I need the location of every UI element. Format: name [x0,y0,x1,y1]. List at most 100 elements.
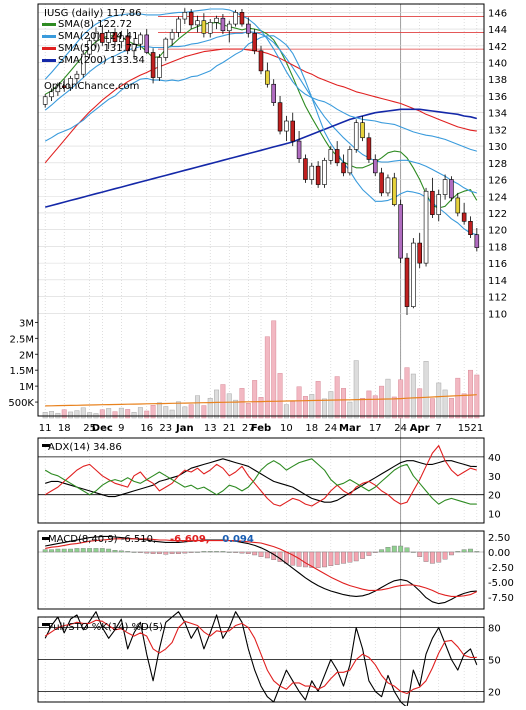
candle-body [87,40,92,55]
histogram-bar [195,551,200,553]
volume-bar [302,396,308,419]
candle-body [360,122,365,139]
volume-bar [264,336,270,419]
histogram-bar [99,548,105,553]
histogram-bar [220,551,226,553]
legend-label: SMA(20) 124.41 [58,31,139,42]
indicator-tick-label: -5.00 [488,578,514,589]
volume-tick-label: 1M [19,382,34,393]
volume-bar [436,382,442,419]
x-tick-label: 24 [394,423,407,434]
histogram-bar [303,551,308,568]
y-tick-label: 124 [488,192,507,203]
histogram-bar [379,549,385,553]
volume-bar [328,391,334,419]
x-tick-label: 21 [470,423,483,434]
watermark: OptionChance.com [44,81,139,92]
x-tick-label: 17 [369,423,382,434]
candle-body [233,12,238,25]
candle-body [195,20,200,26]
x-tick-label: Feb [251,423,271,434]
y-tick-label: 120 [488,226,507,237]
indicator-tick-label: 40 [488,453,501,464]
candle-body [392,177,397,205]
candle-body [430,190,435,215]
candle-body [226,23,232,32]
histogram-bar [169,551,175,554]
indicator-line-3-0 [45,535,477,605]
histogram-bar [449,551,454,556]
volume-bar [315,381,321,419]
histogram-bar [93,548,99,553]
histogram-bar [455,551,461,553]
candle-body [214,17,219,23]
volume-bar [461,393,467,419]
legend-label: SMA(50) 131.77 [58,43,139,54]
volume-bar [233,399,239,419]
histogram-bar [87,548,93,553]
y-tick-label: 112 [488,293,507,304]
histogram-bar [207,551,213,553]
y-tick-label: 118 [488,242,507,253]
candle-body [334,149,340,164]
legend-swatch [42,623,50,626]
volume-bar [271,320,277,419]
histogram-bar [214,551,219,553]
y-tick-label: 138 [488,75,507,86]
histogram-bar [334,551,340,565]
histogram-bar [442,551,448,560]
volume-bar [49,411,54,419]
histogram-bar [347,551,353,563]
series-line-4 [44,8,477,152]
candle-body [290,120,296,142]
candle-body [68,78,73,88]
macd-legend-value: MACD(8,40,9) -6.510, [48,534,156,545]
candle-body [417,242,422,264]
y-tick-label: 134 [488,109,507,120]
x-tick-label: Apr [410,423,430,434]
volume-bar [106,408,112,419]
histogram-bar [106,548,112,553]
volume-bar [137,407,143,419]
volume-bar [341,388,346,419]
candle-body [169,32,175,40]
y-tick-label: 146 [488,8,507,19]
histogram-bar [360,551,365,559]
candle-body [372,159,378,174]
x-tick-label: 25 [83,423,96,434]
candle-body [144,34,150,53]
volume-bar [61,409,67,419]
volume-bar [195,395,200,419]
y-tick-label: 128 [488,159,507,170]
indicator-line-2-1 [44,445,477,507]
x-tick-label: 18 [58,423,71,434]
x-tick-label: 16 [140,423,153,434]
volume-bar [176,401,181,419]
candle-body [353,122,359,150]
histogram-bar [239,551,245,554]
histogram-bar [410,551,416,553]
volume-bar [156,402,162,419]
candle-body [201,20,207,34]
y-tick-label: 144 [488,25,507,36]
volume-bar [74,410,80,419]
adx-title: ADX(14) 34.86 [48,442,122,453]
histogram-bar [258,551,264,557]
indicator-tick-label: 2.50 [488,533,510,544]
histogram-bar [150,551,156,554]
candle-body [468,221,473,236]
candle-body [258,50,264,72]
volume-bar [87,412,93,419]
volume-bar [118,407,124,419]
histogram-bar [188,551,194,553]
histogram-bar [55,548,61,553]
x-tick-label: 7 [436,423,442,434]
legend-label: SMA(8) 122.72 [58,19,132,30]
indicator-tick-label: -2.50 [488,563,514,574]
volume-tick-label: 2M [19,350,34,361]
volume-tick-label: 500K [8,398,34,409]
legend-swatch [42,23,56,26]
volume-bar [296,386,302,419]
